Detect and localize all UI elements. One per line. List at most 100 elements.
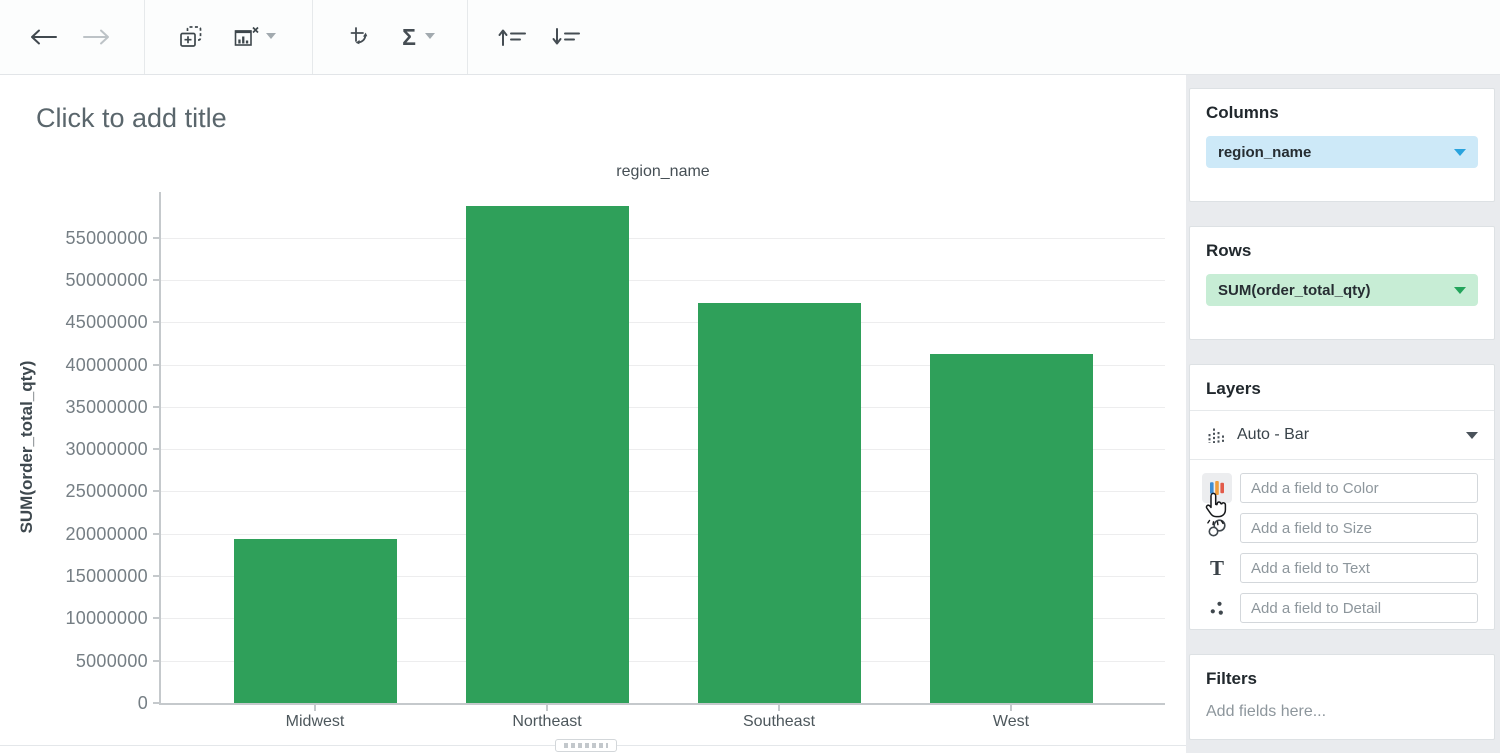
sort-descending-icon: [552, 28, 580, 45]
toolbar-divider: [144, 0, 145, 74]
chevron-down-icon: [266, 33, 276, 39]
aggregate-button[interactable]: Σ: [394, 19, 424, 55]
chevron-down-icon[interactable]: [1454, 148, 1466, 156]
y-tick-label: 20000000: [65, 524, 148, 544]
gridline: [161, 322, 1165, 323]
detail-icon: [1210, 601, 1223, 615]
gridline: [161, 449, 1165, 450]
detail-shelf-button[interactable]: [1202, 593, 1232, 623]
chart-canvas: Click to add title region_name SUM(order…: [0, 75, 1186, 753]
x-tick: [1010, 705, 1012, 711]
swap-axes-icon: [350, 26, 367, 44]
rows-title: Rows: [1206, 241, 1252, 260]
x-axis-line: [159, 703, 1165, 705]
y-tick: [153, 533, 159, 535]
y-tick: [153, 364, 159, 366]
divider: [1190, 459, 1494, 460]
gridline: [161, 491, 1165, 492]
forward-arrow-icon: [83, 29, 109, 45]
text-icon: T: [1209, 555, 1224, 580]
gridline: [161, 280, 1165, 281]
layer-type-selector[interactable]: Auto - Bar: [1190, 411, 1494, 459]
field-row-detail: Add a field to Detail: [1202, 593, 1478, 623]
columns-pill-label: region_name: [1218, 143, 1312, 161]
y-tick-label: 35000000: [65, 397, 148, 417]
chart-title-placeholder[interactable]: Click to add title: [36, 103, 227, 133]
chevron-down-icon: [425, 33, 435, 39]
y-tick-label: 50000000: [65, 270, 148, 290]
back-button[interactable]: [25, 19, 61, 55]
add-field-to-detail-dropzone[interactable]: Add a field to Detail: [1240, 593, 1478, 623]
remove-chart-button[interactable]: [228, 19, 264, 55]
field-row-color: Add a field to Color: [1202, 473, 1478, 503]
plot-area: 0 5000000 10000000 15000000 20000000 25000000…: [66, 192, 1165, 730]
forward-button[interactable]: [79, 19, 115, 55]
remove-chart-dropdown-caret[interactable]: [266, 33, 276, 39]
bar-chart-icon: [1208, 428, 1224, 443]
columns-card: Columns region_name: [1189, 88, 1495, 202]
y-tick-label: 40000000: [65, 355, 148, 375]
gridline: [161, 534, 1165, 535]
layer-type-label: Auto - Bar: [1237, 426, 1310, 443]
x-tick-label: Midwest: [285, 713, 345, 730]
add-field-to-size-dropzone[interactable]: Add a field to Size: [1240, 513, 1478, 543]
chart-resize-handle[interactable]: [555, 739, 617, 752]
swap-axes-button[interactable]: [342, 19, 378, 55]
rows-pill-sum-order-total-qty[interactable]: SUM(order_total_qty): [1206, 274, 1478, 306]
size-icon: [1208, 519, 1226, 537]
shelf-panel: Columns region_name Rows SUM(order_total…: [1186, 75, 1500, 753]
remove-chart-icon: [234, 26, 259, 46]
columns-pill-region-name[interactable]: region_name: [1206, 136, 1478, 168]
sort-descending-button[interactable]: [548, 19, 584, 55]
y-tick: [153, 617, 159, 619]
layers-card: Layers Auto - Bar Add a field to Color: [1189, 364, 1495, 630]
back-arrow-icon: [31, 29, 57, 45]
gridline: [161, 661, 1165, 662]
y-tick-label: 0: [137, 693, 148, 713]
chevron-down-icon[interactable]: [1466, 431, 1478, 439]
toolbar: Σ: [0, 0, 1500, 75]
toolbar-divider: [467, 0, 468, 74]
y-tick-label: 45000000: [65, 312, 148, 332]
x-tick: [314, 705, 316, 711]
y-axis-line: [159, 192, 161, 705]
gridline: [161, 618, 1165, 619]
x-axis-title: region_name: [616, 163, 710, 180]
text-shelf-button[interactable]: T: [1202, 553, 1232, 583]
field-row-text: T Add a field to Text: [1202, 553, 1478, 583]
add-chart-button[interactable]: [173, 19, 209, 55]
bar-southeast[interactable]: [698, 303, 861, 703]
grip-dots-icon: [564, 743, 608, 748]
filters-dropzone[interactable]: Add fields here...: [1206, 703, 1327, 720]
x-tick-label: Northeast: [512, 713, 582, 730]
y-tick-label: 10000000: [65, 608, 148, 628]
sort-ascending-button[interactable]: [494, 19, 530, 55]
chevron-down-icon[interactable]: [1454, 286, 1466, 294]
columns-title: Columns: [1206, 103, 1279, 122]
color-icon: [1210, 481, 1224, 495]
gridline: [161, 365, 1165, 366]
bar-northeast[interactable]: [466, 206, 629, 703]
size-shelf-button[interactable]: [1202, 513, 1232, 543]
bar-west[interactable]: [930, 354, 1093, 703]
y-tick: [153, 490, 159, 492]
y-tick: [153, 448, 159, 450]
y-tick-label: 5000000: [75, 651, 148, 671]
color-shelf-button[interactable]: [1202, 473, 1232, 503]
gridline: [161, 407, 1165, 408]
y-tick-label: 15000000: [65, 566, 148, 586]
y-tick: [153, 406, 159, 408]
filters-card: Filters Add fields here...: [1189, 654, 1495, 740]
layers-title: Layers: [1206, 379, 1261, 398]
field-row-size: Add a field to Size: [1202, 513, 1478, 543]
sigma-icon: Σ: [402, 23, 416, 50]
y-tick-label: 55000000: [65, 228, 148, 248]
y-axis-label: SUM(order_total_qty): [17, 360, 36, 534]
y-tick: [153, 702, 159, 704]
add-field-to-color-dropzone[interactable]: Add a field to Color: [1240, 473, 1478, 503]
gridline: [161, 576, 1165, 577]
x-tick-label: Southeast: [742, 713, 816, 730]
add-field-to-text-dropzone[interactable]: Add a field to Text: [1240, 553, 1478, 583]
bar-midwest[interactable]: [234, 539, 397, 703]
aggregate-dropdown-caret[interactable]: [425, 33, 435, 39]
